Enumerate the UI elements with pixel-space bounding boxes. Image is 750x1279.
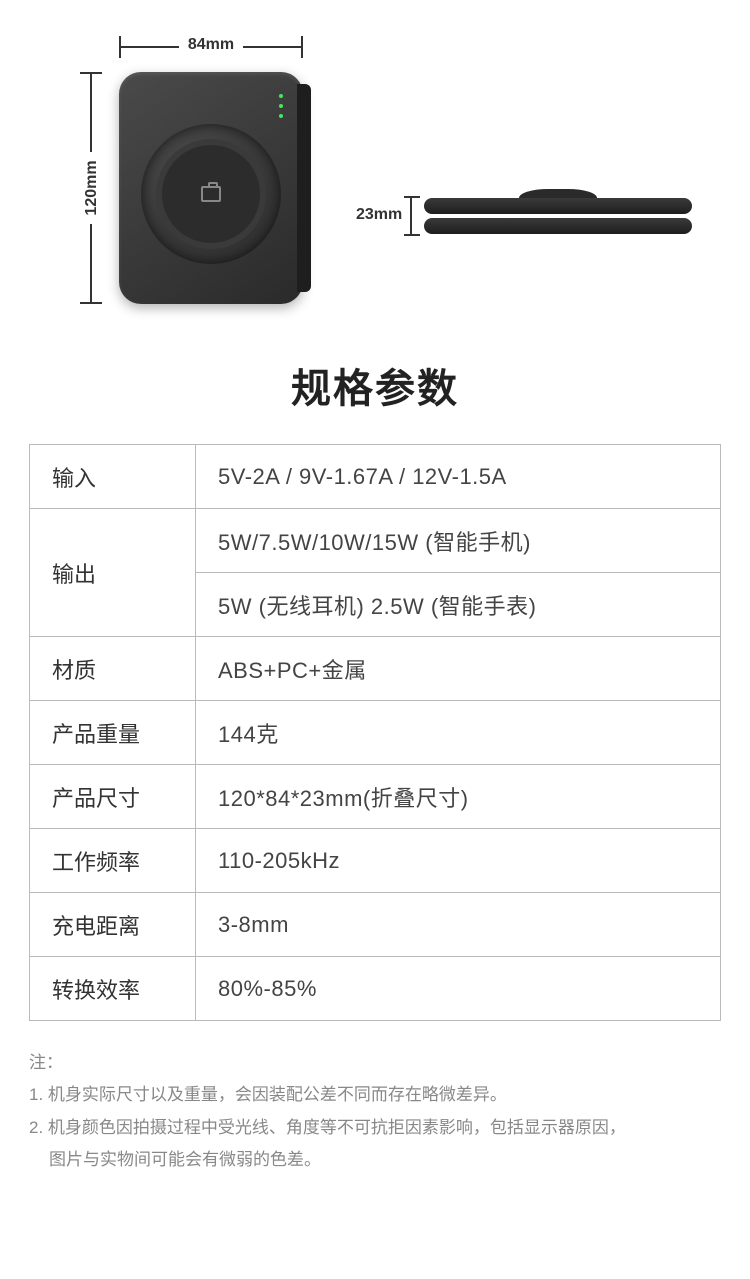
spec-table: 输入 5V-2A / 9V-1.67A / 12V-1.5A 输出 5W/7.5… xyxy=(29,444,721,1021)
spec-label: 产品尺寸 xyxy=(30,765,196,829)
table-row: 工作频率 110-205kHz xyxy=(30,829,721,893)
device-front-view xyxy=(119,72,303,304)
spec-label: 材质 xyxy=(30,637,196,701)
led-indicator-icon xyxy=(279,114,283,118)
device-side-view xyxy=(424,198,692,238)
spec-label: 工作频率 xyxy=(30,829,196,893)
charge-icon xyxy=(201,186,221,202)
spec-value: 80%-85% xyxy=(196,957,721,1021)
table-row: 产品重量 144克 xyxy=(30,701,721,765)
note-line: 1. 机身实际尺寸以及重量，会因装配公差不同而存在略微差异。 xyxy=(29,1079,721,1111)
table-row: 材质 ABS+PC+金属 xyxy=(30,637,721,701)
spec-value: 5W (无线耳机) 2.5W (智能手表) xyxy=(196,573,721,637)
dimension-height-label: 120mm xyxy=(83,160,101,215)
spec-value: 120*84*23mm(折叠尺寸) xyxy=(196,765,721,829)
dimension-height: 120mm xyxy=(72,72,112,304)
dimension-width: 84mm xyxy=(119,32,303,62)
spec-label: 转换效率 xyxy=(30,957,196,1021)
dimension-thickness-label: 23mm xyxy=(356,206,402,224)
spec-value: 144克 xyxy=(196,701,721,765)
spec-label: 输入 xyxy=(30,445,196,509)
table-row: 输入 5V-2A / 9V-1.67A / 12V-1.5A xyxy=(30,445,721,509)
led-indicator-icon xyxy=(279,94,283,98)
spec-value: ABS+PC+金属 xyxy=(196,637,721,701)
table-row: 产品尺寸 120*84*23mm(折叠尺寸) xyxy=(30,765,721,829)
spec-value: 5V-2A / 9V-1.67A / 12V-1.5A xyxy=(196,445,721,509)
dimension-width-label: 84mm xyxy=(188,36,234,54)
spec-label: 输出 xyxy=(30,509,196,637)
note-heading: 注： xyxy=(29,1047,721,1079)
table-row: 充电距离 3-8mm xyxy=(30,893,721,957)
note-line: 图片与实物间可能会有微弱的色差。 xyxy=(29,1144,721,1176)
spec-label: 产品重量 xyxy=(30,701,196,765)
spec-value: 110-205kHz xyxy=(196,829,721,893)
footnotes: 注： 1. 机身实际尺寸以及重量，会因装配公差不同而存在略微差异。 2. 机身颜… xyxy=(29,1047,721,1176)
spec-value: 5W/7.5W/10W/15W (智能手机) xyxy=(196,509,721,573)
spec-label: 充电距离 xyxy=(30,893,196,957)
dimension-thickness: 23mm xyxy=(360,186,420,236)
table-row: 转换效率 80%-85% xyxy=(30,957,721,1021)
table-row: 输出 5W/7.5W/10W/15W (智能手机) xyxy=(30,509,721,573)
spec-value: 3-8mm xyxy=(196,893,721,957)
product-diagram: 84mm 120mm 23mm xyxy=(0,0,750,320)
note-line: 2. 机身颜色因拍摄过程中受光线、角度等不可抗拒因素影响，包括显示器原因， xyxy=(29,1112,721,1144)
led-indicator-icon xyxy=(279,104,283,108)
page-title: 规格参数 xyxy=(0,356,750,414)
